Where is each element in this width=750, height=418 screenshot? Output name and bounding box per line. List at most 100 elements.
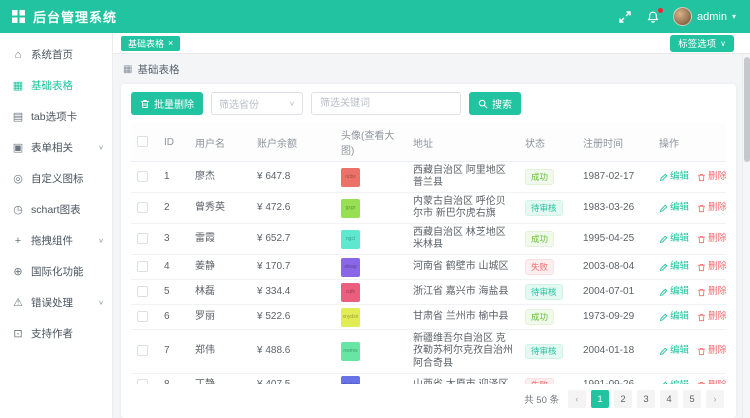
pagination-prev-button[interactable]: ‹: [568, 390, 586, 408]
tag-options-button[interactable]: 标签选项 ∨: [670, 34, 734, 52]
sidebar-item[interactable]: ⚠ 错误处理 ∨: [0, 287, 112, 318]
edit-button[interactable]: 编辑: [659, 311, 689, 323]
batch-delete-button[interactable]: 批量删除: [131, 92, 203, 115]
delete-button[interactable]: 删除: [697, 171, 726, 183]
edit-pencil-icon: [659, 347, 668, 355]
sidebar-item[interactable]: ▣ 表单相关 ∨: [0, 132, 112, 163]
app-logo: 后台管理系统: [12, 7, 117, 26]
cell-id: 4: [158, 254, 189, 280]
status-badge: 待审核: [525, 343, 563, 359]
breadcrumb: ▦ 基础表格: [123, 62, 736, 77]
edit-button[interactable]: 编辑: [659, 380, 689, 384]
sidebar-item[interactable]: ◎ 自定义图标: [0, 163, 112, 194]
edit-label: 编辑: [670, 261, 690, 273]
pagination-next-button[interactable]: ›: [706, 390, 724, 408]
edit-label: 编辑: [670, 171, 690, 183]
tab-close-icon[interactable]: ×: [168, 38, 174, 48]
row-checkbox[interactable]: [137, 170, 148, 182]
delete-button[interactable]: 删除: [697, 380, 726, 384]
cell-balance: ¥ 652.7: [251, 223, 335, 255]
pagination-page-button[interactable]: 3: [637, 390, 655, 408]
fullscreen-icon[interactable]: [617, 9, 633, 25]
tab-basic-table[interactable]: 基础表格 ×: [121, 35, 181, 51]
pagination-page-button[interactable]: 5: [683, 390, 701, 408]
pagination-page-button[interactable]: 4: [660, 390, 678, 408]
edit-button[interactable]: 编辑: [659, 261, 689, 273]
delete-button[interactable]: 删除: [697, 202, 726, 214]
sidebar-item[interactable]: + 拖拽组件 ∨: [0, 225, 112, 256]
notification-bell-icon[interactable]: [645, 7, 664, 25]
trash-icon: [698, 313, 705, 321]
sidebar-item[interactable]: ▦ 基础表格: [0, 70, 112, 101]
user-avatar-thumbnail[interactable]: ngcl: [341, 229, 360, 249]
edit-pencil-icon: [659, 173, 668, 181]
delete-button[interactable]: 删除: [697, 233, 726, 245]
row-checkbox[interactable]: [137, 285, 148, 297]
scrollbar-thumb[interactable]: [744, 57, 750, 162]
cell-id: 8: [158, 373, 189, 384]
row-checkbox[interactable]: [137, 344, 148, 356]
pagination-page-button[interactable]: 1: [591, 390, 609, 408]
user-avatar-thumbnail[interactable]: gxgr: [341, 198, 360, 218]
user-avatar-thumbnail[interactable]: ncbx: [341, 167, 360, 187]
cell-username: 丁静: [189, 373, 251, 384]
edit-label: 编辑: [670, 233, 690, 245]
delete-button[interactable]: 删除: [697, 345, 726, 357]
sidebar-item-label: 表单相关: [31, 142, 73, 154]
row-checkbox[interactable]: [137, 201, 148, 213]
user-avatar-thumbnail[interactable]: cqfh: [341, 282, 360, 302]
edit-button[interactable]: 编辑: [659, 202, 689, 214]
pagination-page-button[interactable]: 2: [614, 390, 632, 408]
select-all-checkbox[interactable]: [137, 136, 148, 148]
sidebar-item[interactable]: ◷ schart图表: [0, 194, 112, 225]
table-header-row: ID 用户名 账户余额 头像(查看大图) 地址 状态 注册时间 操作: [131, 123, 726, 162]
row-checkbox[interactable]: [137, 260, 148, 272]
user-avatar-thumbnail[interactable]: xnydsn: [341, 307, 360, 327]
sidebar-item[interactable]: ▤ tab选项卡: [0, 101, 112, 132]
cell-register-date: 1991-09-26: [577, 373, 653, 384]
table-card: 批量删除 筛选省份 ∨ 搜索: [121, 84, 736, 418]
cell-register-date: 2004-01-18: [577, 329, 653, 374]
trash-icon: [698, 288, 705, 296]
delete-button[interactable]: 删除: [697, 261, 726, 273]
keyword-filter-input[interactable]: [311, 92, 461, 115]
status-badge: 成功: [525, 231, 555, 247]
cell-username: 曾秀英: [189, 192, 251, 224]
user-avatar-thumbnail[interactable]: nwmw: [341, 341, 360, 361]
edit-pencil-icon: [659, 263, 668, 271]
cell-address: 新疆维吾尔自治区 克孜勒苏柯尔克孜自治州 阿合奇县: [407, 329, 519, 374]
sidebar-item[interactable]: ⊡ 支持作者: [0, 318, 112, 349]
edit-button[interactable]: 编辑: [659, 345, 689, 357]
user-avatar-thumbnail[interactable]: rhebab: [341, 376, 360, 384]
edit-pencil-icon: [659, 288, 668, 296]
user-avatar-thumbnail[interactable]: afeap: [341, 257, 360, 277]
trash-icon: [698, 381, 705, 384]
cell-username: 林磊: [189, 279, 251, 305]
status-badge: 失败: [525, 259, 555, 275]
province-filter-select[interactable]: 筛选省份 ∨: [211, 92, 303, 115]
delete-label: 删除: [708, 202, 726, 214]
row-checkbox[interactable]: [137, 232, 148, 244]
delete-button[interactable]: 删除: [697, 286, 726, 298]
delete-label: 删除: [708, 345, 726, 357]
edit-button[interactable]: 编辑: [659, 171, 689, 183]
edit-button[interactable]: 编辑: [659, 286, 689, 298]
cell-balance: ¥ 472.6: [251, 192, 335, 224]
table-row: 4 姜静 ¥ 170.7 afeap 河南省 鹤壁市 山城区 失败 2003-0…: [131, 254, 726, 280]
edit-pencil-icon: [659, 235, 668, 243]
edit-button[interactable]: 编辑: [659, 233, 689, 245]
search-label: 搜索: [492, 100, 512, 111]
row-checkbox[interactable]: [137, 379, 148, 384]
delete-button[interactable]: 删除: [697, 311, 726, 323]
user-menu[interactable]: admin ▾: [673, 7, 736, 26]
sidebar-item-icon: ▤: [12, 111, 24, 123]
sidebar-item-label: 基础表格: [31, 80, 73, 92]
search-button[interactable]: 搜索: [469, 92, 521, 115]
status-badge: 待审核: [525, 200, 563, 216]
column-header-address: 地址: [407, 123, 519, 162]
sidebar-item[interactable]: ⌂ 系统首页: [0, 39, 112, 70]
cell-register-date: 1983-03-26: [577, 192, 653, 224]
table-icon: ▦: [123, 64, 133, 75]
sidebar-item[interactable]: ⊕ 国际化功能: [0, 256, 112, 287]
row-checkbox[interactable]: [137, 310, 148, 322]
